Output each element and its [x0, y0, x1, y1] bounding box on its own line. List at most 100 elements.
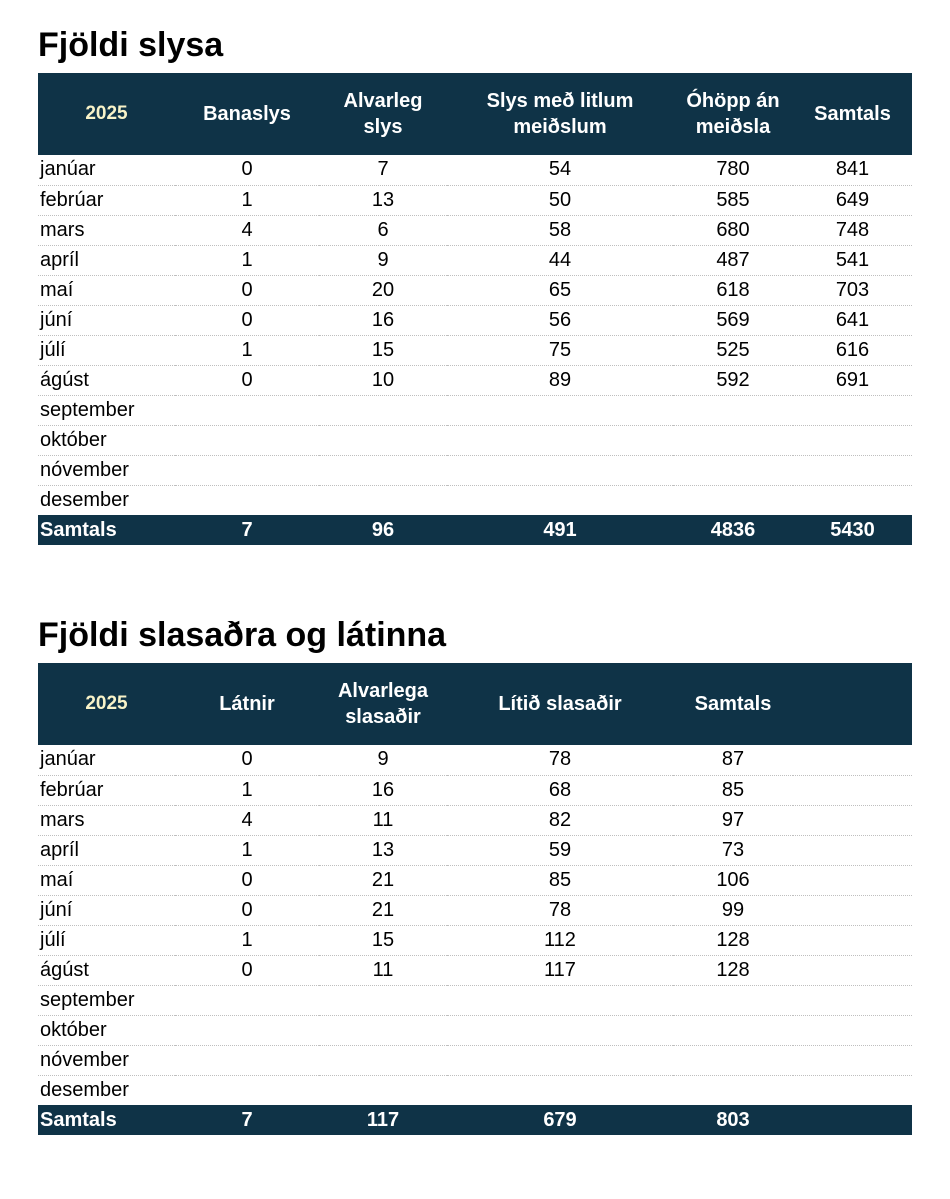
value-cell: 780	[673, 155, 793, 186]
value-cell: 0	[175, 745, 319, 776]
value-cell	[793, 455, 912, 486]
value-cell	[673, 485, 793, 515]
table-row: maí 0 20 65 618 703	[38, 275, 912, 306]
value-cell	[319, 425, 447, 456]
total-samtals: 5430	[793, 515, 912, 545]
value-cell: 54	[447, 155, 673, 186]
table-row: september	[38, 395, 912, 426]
table-row: janúar 0 9 78 87	[38, 745, 912, 776]
value-cell: 616	[793, 335, 912, 366]
col-header-filler	[793, 663, 912, 745]
value-cell	[175, 485, 319, 515]
total-samtals: 803	[673, 1105, 793, 1135]
value-cell: 525	[673, 335, 793, 366]
table-row: október	[38, 425, 912, 456]
value-cell	[793, 395, 912, 426]
month-cell: mars	[38, 215, 175, 246]
value-cell	[447, 455, 673, 486]
month-cell: janúar	[38, 745, 175, 776]
month-cell: desember	[40, 1078, 129, 1101]
table-row: nóvember	[38, 1045, 912, 1076]
month-cell: júlí	[38, 335, 175, 366]
value-cell: 21	[319, 865, 447, 896]
accidents-totals-row: Samtals 7 96 491 4836 5430	[38, 515, 912, 545]
value-cell: 16	[319, 775, 447, 806]
value-cell: 10	[319, 365, 447, 396]
value-cell: 649	[793, 185, 912, 216]
total-alvarlega-slasadir: 117	[319, 1105, 447, 1135]
value-cell: 9	[319, 745, 447, 776]
value-cell: 0	[175, 865, 319, 896]
value-cell: 20	[319, 275, 447, 306]
value-cell: 128	[673, 955, 793, 986]
value-cell: 4	[175, 805, 319, 836]
table-row: mars 4 11 82 97	[38, 805, 912, 836]
table-row: maí 0 21 85 106	[38, 865, 912, 896]
value-cell	[319, 1015, 447, 1046]
col-header-slys-med-litlum-meidslum: Slys með litlum meiðslum	[447, 73, 673, 155]
value-cell: 21	[319, 895, 447, 926]
value-cell: 0	[175, 275, 319, 306]
value-cell	[793, 835, 912, 866]
value-cell: 99	[673, 895, 793, 926]
value-cell	[793, 1015, 912, 1046]
value-cell: 15	[319, 925, 447, 956]
col-header-alvarlega-slasadir: Alvarlega slasaðir	[319, 663, 447, 745]
table-row: september	[38, 985, 912, 1016]
value-cell: 1	[175, 925, 319, 956]
table-row: apríl 1 9 44 487 541	[38, 245, 912, 276]
casualties-header-row: 2025 Látnir Alvarlega slasaðir Lítið sla…	[38, 663, 912, 745]
total-latnir: 7	[175, 1105, 319, 1135]
col-header-latnir: Látnir	[175, 663, 319, 745]
month-cell: júlí	[38, 925, 175, 956]
value-cell	[673, 395, 793, 426]
accidents-table: 2025 Banaslys Alvarleg slys Slys með lit…	[38, 73, 912, 545]
value-cell	[319, 395, 447, 426]
casualties-table: 2025 Látnir Alvarlega slasaðir Lítið sla…	[38, 663, 912, 1135]
month-cell: nóvember	[38, 455, 175, 486]
value-cell	[175, 455, 319, 486]
col-header-alvarleg-slys: Alvarleg slys	[319, 73, 447, 155]
value-cell: 13	[319, 835, 447, 866]
totals-label: Samtals	[38, 1105, 175, 1135]
value-cell	[793, 865, 912, 896]
value-cell	[793, 955, 912, 986]
value-cell: 75	[447, 335, 673, 366]
col-header-banaslys: Banaslys	[175, 73, 319, 155]
value-cell: 85	[673, 775, 793, 806]
month-cell: ágúst	[38, 365, 175, 396]
table-row: júní 0 16 56 569 641	[38, 305, 912, 336]
value-cell: 73	[673, 835, 793, 866]
value-cell	[673, 455, 793, 486]
month-cell: febrúar	[38, 185, 175, 216]
col-header-litid-slasadir: Lítið slasaðir	[447, 663, 673, 745]
table-row: desember	[38, 1075, 912, 1105]
value-cell: 56	[447, 305, 673, 336]
table-row: ágúst 0 11 117 128	[38, 955, 912, 986]
total-ohopp-an-meidsla: 4836	[673, 515, 793, 545]
value-cell: 0	[175, 955, 319, 986]
value-cell	[793, 745, 912, 776]
table-row: janúar 0 7 54 780 841	[38, 155, 912, 186]
value-cell	[175, 395, 319, 426]
value-cell: 112	[447, 925, 673, 956]
month-cell: apríl	[38, 245, 175, 276]
value-cell: 618	[673, 275, 793, 306]
value-cell	[175, 425, 319, 456]
value-cell	[673, 1075, 793, 1105]
value-cell: 16	[319, 305, 447, 336]
value-cell: 50	[447, 185, 673, 216]
accidents-table-title: Fjöldi slysa	[38, 26, 224, 64]
value-cell	[447, 425, 673, 456]
table-row: apríl 1 13 59 73	[38, 835, 912, 866]
value-cell: 44	[447, 245, 673, 276]
value-cell: 82	[447, 805, 673, 836]
value-cell	[447, 1015, 673, 1046]
value-cell: 680	[673, 215, 793, 246]
value-cell	[447, 985, 673, 1016]
value-cell	[793, 895, 912, 926]
value-cell	[793, 805, 912, 836]
value-cell: 13	[319, 185, 447, 216]
month-cell: september	[38, 985, 175, 1016]
month-cell: júní	[38, 895, 175, 926]
